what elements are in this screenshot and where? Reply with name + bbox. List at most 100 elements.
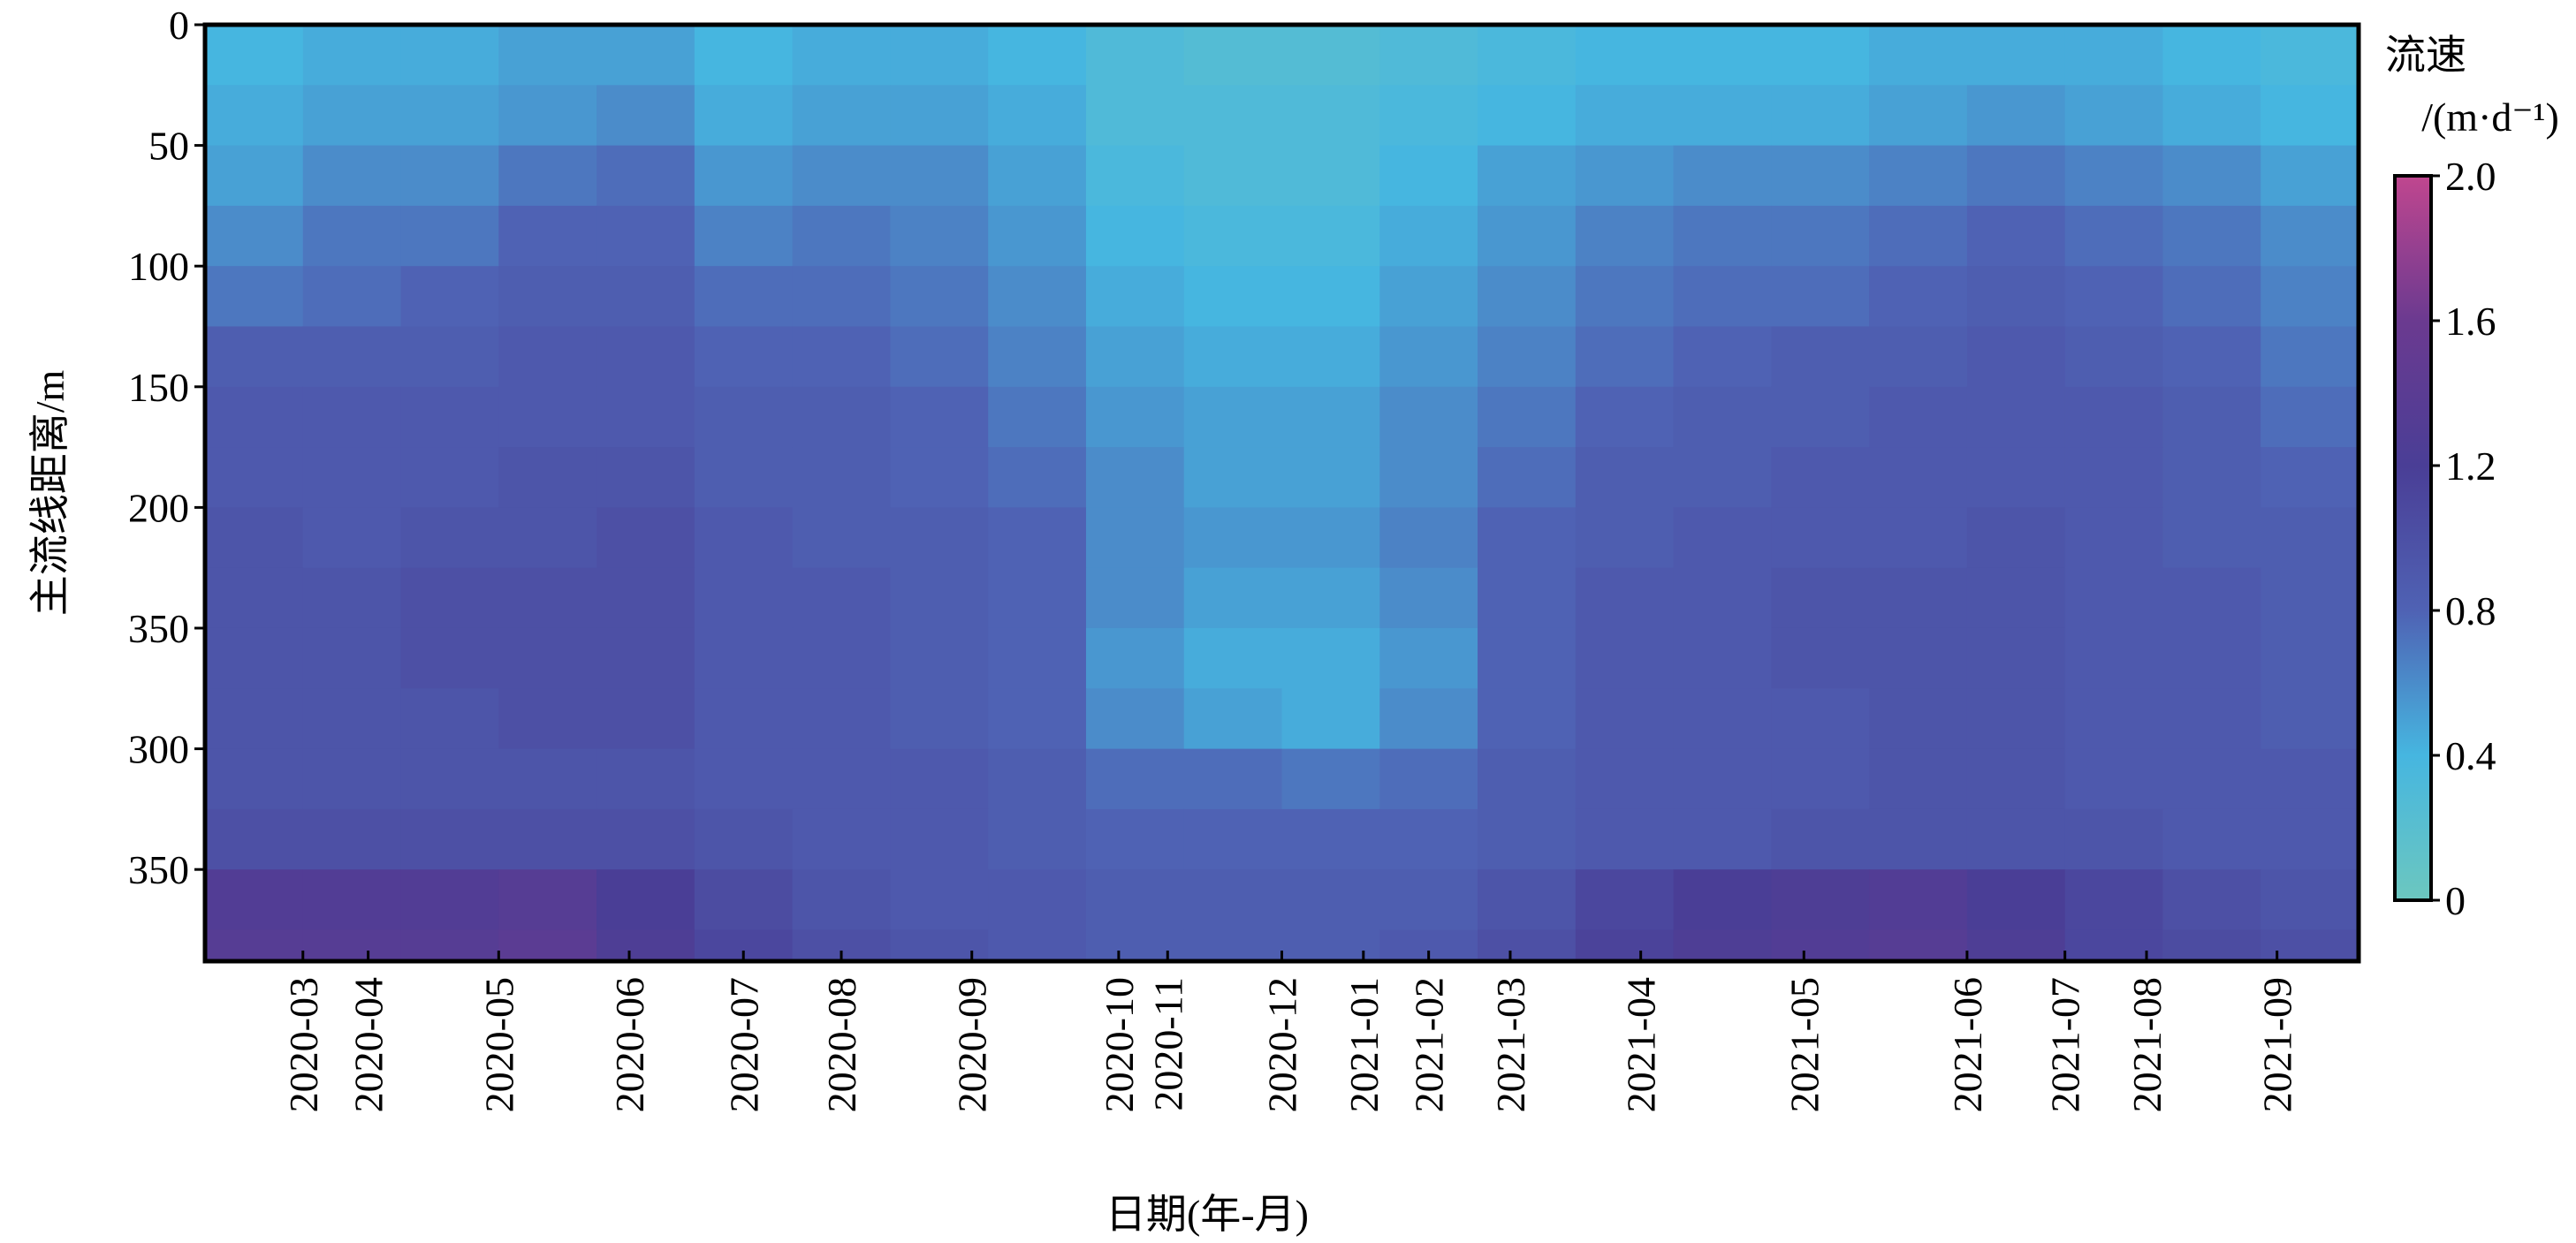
heatmap-cell	[792, 748, 891, 810]
heatmap-cell	[597, 627, 695, 689]
heatmap-cell	[498, 929, 597, 962]
heatmap-cell	[1869, 507, 1968, 569]
heatmap-cell	[2261, 869, 2359, 930]
heatmap-cell	[1966, 869, 2066, 930]
heatmap-cell	[400, 205, 499, 267]
heatmap-cell	[2162, 25, 2261, 86]
heatmap-cell	[1379, 386, 1478, 448]
heatmap-cell	[1281, 688, 1380, 750]
heatmap-cell	[1183, 85, 1282, 147]
heatmap-cell	[988, 145, 1087, 207]
heatmap-cell	[1869, 808, 1968, 870]
heatmap-cell	[1575, 386, 1675, 448]
heatmap-cell	[400, 929, 499, 962]
x-tick-label: 2020-10	[1097, 977, 1142, 1112]
heatmap-cell	[792, 507, 891, 569]
heatmap-cell	[400, 567, 499, 629]
heatmap-cell	[1673, 205, 1772, 267]
heatmap-cell	[1673, 386, 1772, 448]
heatmap-cell	[1478, 688, 1577, 750]
heatmap-cell	[1281, 326, 1380, 388]
heatmap-cell	[1281, 507, 1380, 569]
heatmap-cell	[2261, 929, 2359, 962]
heatmap-cell	[988, 386, 1087, 448]
heatmap-cell	[205, 929, 304, 962]
heatmap-cell	[792, 326, 891, 388]
heatmap-cell	[597, 25, 695, 86]
heatmap-cell	[1771, 85, 1870, 147]
heatmap-cell	[2064, 748, 2163, 810]
heatmap-cell	[205, 748, 304, 810]
x-tick-label: 2020-08	[819, 977, 864, 1112]
heatmap-cell	[792, 386, 891, 448]
heatmap-cell	[205, 266, 304, 327]
heatmap-cell	[1478, 266, 1577, 327]
heatmap-cell	[2162, 205, 2261, 267]
heatmap-cell	[1085, 929, 1185, 962]
heatmap-cell	[205, 85, 304, 147]
heatmap-cell	[988, 25, 1087, 86]
heatmap-cell	[1771, 869, 1870, 930]
heatmap-cell	[2162, 447, 2261, 508]
heatmap-cell	[988, 869, 1087, 930]
heatmap-cell	[2064, 507, 2163, 569]
heatmap-cell	[1281, 386, 1380, 448]
heatmap-cell	[1478, 326, 1577, 388]
heatmap-cell	[1575, 85, 1675, 147]
heatmap-cell	[498, 627, 597, 689]
heatmap-cell	[597, 748, 695, 810]
heatmap-cell	[1966, 447, 2066, 508]
heatmap-cell	[302, 25, 402, 86]
heatmap-cell	[2162, 869, 2261, 930]
heatmap-cell	[1478, 627, 1577, 689]
heatmap-cell	[1379, 25, 1478, 86]
heatmap-cell	[1673, 25, 1772, 86]
heatmap-cell	[597, 688, 695, 750]
heatmap-cell	[2162, 748, 2261, 810]
heatmap-cell	[2064, 567, 2163, 629]
heatmap-cell	[2162, 929, 2261, 962]
heatmap-cell	[597, 326, 695, 388]
x-tick-label: 2021-04	[1619, 977, 1664, 1112]
heatmap-cell	[2261, 748, 2359, 810]
heatmap-cell	[597, 808, 695, 870]
heatmap-cell	[1085, 145, 1185, 207]
heatmap-cell	[792, 145, 891, 207]
heatmap-cell	[498, 25, 597, 86]
heatmap-cell	[597, 507, 695, 569]
x-tick-label: 2021-03	[1488, 977, 1533, 1112]
heatmap-cell	[1966, 929, 2066, 962]
heatmap-cell	[1575, 266, 1675, 327]
heatmap-cell	[1085, 627, 1185, 689]
heatmap-cell	[1575, 627, 1675, 689]
x-tick-label: 2021-06	[1945, 977, 1990, 1112]
colorbar-title: 流速	[2385, 33, 2466, 78]
heatmap-cell	[1183, 386, 1282, 448]
heatmap-cell	[400, 748, 499, 810]
heatmap-cell	[302, 567, 402, 629]
heatmap-cell	[1673, 567, 1772, 629]
heatmap-cell	[1281, 25, 1380, 86]
heatmap-cell	[1281, 145, 1380, 207]
heatmap-cell	[1379, 85, 1478, 147]
heatmap-cell	[2064, 447, 2163, 508]
heatmap-cell	[1281, 748, 1380, 810]
heatmap-cell	[1379, 808, 1478, 870]
heatmap-cell	[1673, 808, 1772, 870]
heatmap-cell	[1085, 326, 1185, 388]
heatmap-cell	[498, 808, 597, 870]
y-tick-label: 200	[128, 485, 189, 530]
heatmap-cell	[1966, 205, 2066, 267]
heatmap-cell	[205, 25, 304, 86]
heatmap-cell	[1575, 507, 1675, 569]
heatmap-cell	[1869, 386, 1968, 448]
heatmap-cell	[1575, 688, 1675, 750]
heatmap-cell	[988, 326, 1087, 388]
heatmap-cell	[400, 447, 499, 508]
heatmap-cell	[205, 567, 304, 629]
heatmap-cell	[988, 266, 1087, 327]
x-tick-label: 2020-09	[950, 977, 995, 1112]
heatmap-cell	[2261, 266, 2359, 327]
heatmap-cell	[2064, 25, 2163, 86]
